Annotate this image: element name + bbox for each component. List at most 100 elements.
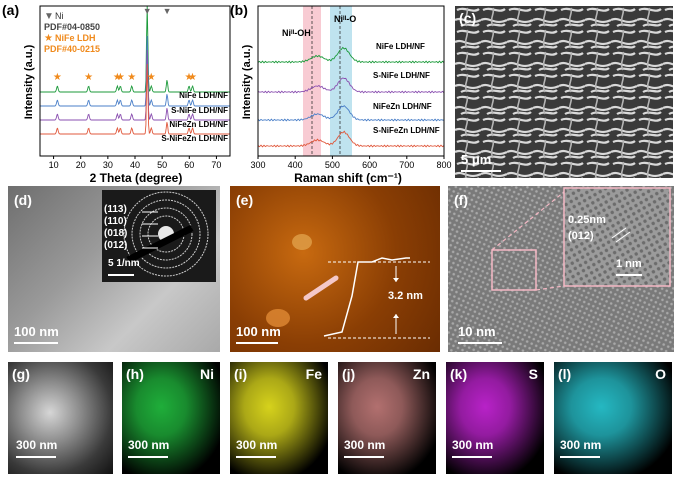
map-j-scale-label: 300 nm bbox=[344, 438, 386, 452]
saed-ring-label-113: (113) bbox=[104, 204, 127, 215]
raman-chart: 300 400 500 600 700 800 Intensity (a.u.) Rama… bbox=[241, 5, 452, 185]
panel-h-ni-map: (h) Ni 300 nm bbox=[122, 362, 220, 474]
panel-i-fe-map: (i) Fe 300 nm bbox=[230, 362, 328, 474]
raman-x-tick-label-6: 800 bbox=[436, 160, 451, 170]
panel-f-hrtem-image: (f) 0.25nm (012) 1 nm 10 nm bbox=[448, 186, 674, 352]
xrd-legend-ni-marker: ▼ bbox=[44, 11, 54, 22]
xrd-x-tick-label-7: 70 bbox=[211, 160, 221, 170]
xrd-x-tick-label-5: 50 bbox=[157, 160, 167, 170]
raman-x-tick-label-2: 400 bbox=[288, 160, 303, 170]
sem-scale-label: 5 μm bbox=[461, 152, 492, 167]
xrd-x-tick-label-2: 20 bbox=[76, 160, 86, 170]
tem-scale-label: 100 nm bbox=[14, 324, 59, 339]
panel-label-k: (k) bbox=[450, 366, 468, 382]
xrd-x-tick-label-4: 40 bbox=[130, 160, 140, 170]
map-i-signal bbox=[230, 362, 328, 474]
raman-series-label-3: NiFeZn LDH/NF bbox=[373, 102, 432, 111]
xrd-ldh-peak-marker-7: ★ bbox=[185, 72, 194, 83]
saed-ring-label-018: (018) bbox=[104, 228, 128, 239]
saed-scale-bar bbox=[108, 274, 134, 276]
panel-label-a: (a) bbox=[2, 2, 20, 18]
hrtem-inset-scale-label: 1 nm bbox=[616, 258, 642, 270]
map-l-scale-bar bbox=[560, 456, 600, 458]
raman-series-line-2 bbox=[257, 77, 445, 94]
map-k-scale-label: 300 nm bbox=[452, 438, 494, 452]
map-h-scale-label: 300 nm bbox=[128, 438, 170, 452]
map-h-element-label: Ni bbox=[200, 366, 214, 382]
panel-label-i: (i) bbox=[234, 366, 248, 382]
raman-x-tick-label-1: 300 bbox=[250, 160, 265, 170]
map-g-scale-label: 300 nm bbox=[16, 438, 58, 452]
raman-series-line-3 bbox=[257, 105, 445, 122]
saed-ring-label-012: (012) bbox=[104, 240, 128, 251]
xrd-legend-ldh-marker: ★ bbox=[44, 33, 53, 44]
xrd-legend-ni-pdf: PDF#04-0850 bbox=[44, 22, 100, 32]
xrd-ldh-peak-marker-3: ★ bbox=[113, 72, 122, 83]
map-k-element-label: S bbox=[528, 366, 538, 382]
panel-g-haadf-image: (g) 300 nm bbox=[8, 362, 113, 474]
map-l-element-label: O bbox=[655, 366, 666, 382]
xrd-ni-peak-marker-2: ▼ bbox=[163, 6, 172, 16]
map-h-scale-bar bbox=[128, 456, 168, 458]
raman-x-tick-label-4: 600 bbox=[362, 160, 377, 170]
xrd-series-label-2: S-NiFe LDH/NF bbox=[171, 106, 228, 115]
panel-label-g: (g) bbox=[12, 366, 30, 382]
xrd-series-line-1 bbox=[40, 5, 230, 93]
hrtem-inset-scale-bar bbox=[616, 274, 642, 276]
xrd-x-tick-label-3: 30 bbox=[103, 160, 113, 170]
xrd-series-line-2 bbox=[40, 35, 230, 107]
panel-b-raman: 300 400 500 600 700 800 Intensity (a.u.) Rama… bbox=[228, 0, 454, 186]
hrtem-lattice bbox=[448, 186, 674, 352]
saed-rings bbox=[123, 191, 209, 277]
sem-texture bbox=[455, 6, 673, 178]
raman-x-label: Raman shift (cm⁻¹) bbox=[294, 171, 402, 185]
panel-label-b: (b) bbox=[230, 2, 248, 18]
panel-label-d: (d) bbox=[14, 192, 32, 208]
panel-e-afm-image: (e) 3.2 nm 100 nm bbox=[230, 186, 440, 352]
map-g-scale-bar bbox=[16, 456, 56, 458]
panel-k-s-map: (k) S 300 nm bbox=[446, 362, 544, 474]
panel-label-f: (f) bbox=[454, 192, 468, 208]
saed-ring-label-110: (110) bbox=[104, 216, 127, 227]
afm-height-label: 3.2 nm bbox=[388, 290, 423, 302]
xrd-y-label: Intensity (a.u.) bbox=[23, 44, 35, 119]
xrd-ldh-peak-marker-1: ★ bbox=[53, 72, 62, 83]
panel-j-zn-map: (j) Zn 300 nm bbox=[338, 362, 436, 474]
map-j-scale-bar bbox=[344, 456, 384, 458]
xrd-series-label-3: NiFeZn LDH/NF bbox=[169, 120, 228, 129]
xrd-series-line-3 bbox=[40, 49, 230, 121]
xrd-series-label-1: NiFe LDH/NF bbox=[179, 91, 228, 100]
panel-label-l: (l) bbox=[558, 366, 572, 382]
saed-scale-label: 5 1/nm bbox=[108, 258, 140, 269]
raman-peak1-label: Niᴵᴵ-OH bbox=[282, 28, 311, 38]
xrd-ldh-peak-marker-4: ★ bbox=[116, 72, 125, 83]
panel-c-sem-image: (c) 5 μm bbox=[455, 6, 673, 178]
raman-x-tick-label-3: 500 bbox=[325, 160, 340, 170]
afm-scale-bar bbox=[236, 342, 278, 344]
panel-label-e: (e) bbox=[236, 192, 254, 208]
sem-scale-bar bbox=[461, 170, 501, 172]
map-l-signal bbox=[554, 362, 672, 474]
map-i-scale-bar bbox=[236, 456, 276, 458]
hrtem-scale-bar bbox=[458, 342, 502, 344]
raman-series-label-1: NiFe LDH/NF bbox=[376, 42, 425, 51]
saed-inset: (113) (110) (018) (012) 5 1/nm bbox=[102, 190, 216, 282]
afm-profile bbox=[266, 234, 430, 339]
map-i-element-label: Fe bbox=[305, 366, 322, 382]
afm-scale-label: 100 nm bbox=[236, 324, 281, 339]
raman-peak2-label: Niᴵᴵ-O bbox=[334, 14, 356, 24]
xrd-x-label: 2 Theta (degree) bbox=[90, 171, 183, 185]
hrtem-dspacing-label: 0.25nm bbox=[568, 214, 606, 226]
hrtem-plane-label: (012) bbox=[568, 230, 594, 242]
xrd-chart: ▼ ▼★ ★ ★★ ★ ★ ★★ 10 20 30 40 50 60 70 Intensity (a.u… bbox=[23, 5, 231, 185]
hrtem-scale-label: 10 nm bbox=[458, 324, 496, 339]
panel-l-o-map: (l) O 300 nm bbox=[554, 362, 672, 474]
map-i-scale-label: 300 nm bbox=[236, 438, 278, 452]
raman-y-label: Intensity (a.u.) bbox=[241, 44, 253, 119]
xrd-legend-ldh: NiFe LDH bbox=[55, 33, 96, 43]
map-j-element-label: Zn bbox=[412, 366, 430, 382]
xrd-ni-peak-marker-1: ▼ bbox=[143, 6, 152, 16]
panel-d-tem-image: (d) (113) (110) (018) (012) 5 1/nm 100 n… bbox=[8, 186, 220, 352]
map-l-scale-label: 300 nm bbox=[560, 438, 602, 452]
map-j-signal bbox=[338, 362, 436, 474]
